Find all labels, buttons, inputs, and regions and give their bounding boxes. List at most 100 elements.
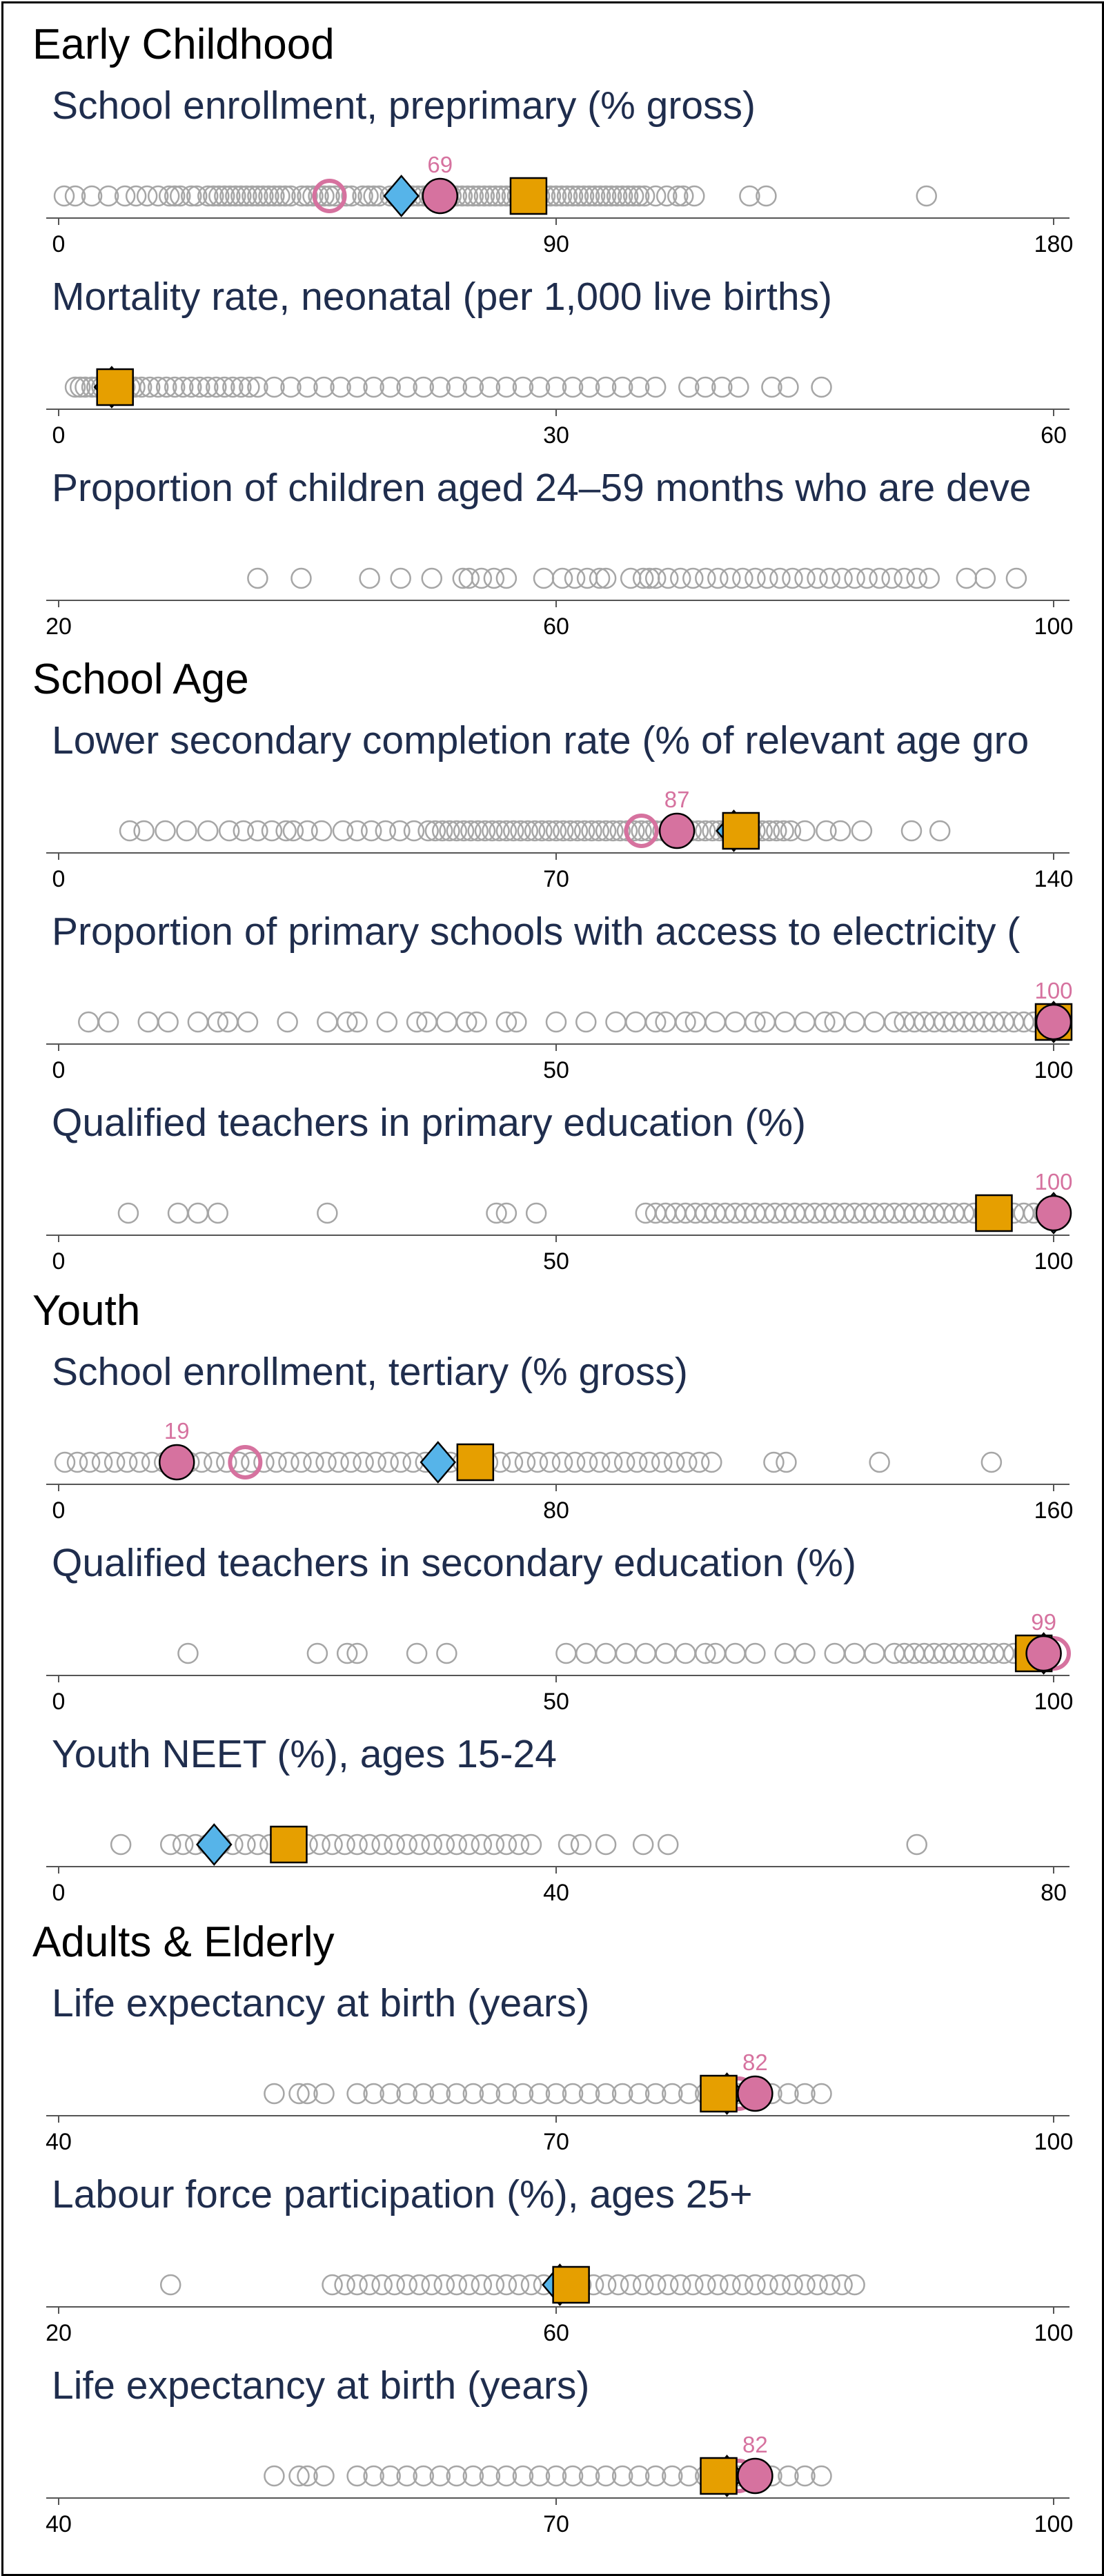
country-point	[159, 1833, 181, 1856]
country-point	[906, 567, 927, 589]
country-point	[720, 567, 741, 589]
country-point	[396, 1833, 417, 1856]
country-point	[628, 185, 650, 207]
country-point	[778, 2083, 799, 2105]
country-point	[711, 376, 733, 398]
country-point	[471, 1833, 493, 1856]
country-point	[678, 2083, 700, 2105]
country-point	[181, 185, 202, 207]
country-point	[237, 1011, 259, 1033]
country-marker	[1035, 1003, 1072, 1041]
country-point	[644, 567, 667, 589]
country-point	[794, 2274, 816, 2296]
country-point	[739, 185, 760, 207]
country-point	[916, 185, 937, 207]
country-point	[670, 567, 691, 589]
country-point	[390, 1451, 411, 1473]
country-point	[247, 820, 268, 842]
country-point	[508, 1833, 530, 1856]
country-point	[644, 185, 667, 207]
country-point	[239, 376, 260, 398]
country-marker	[658, 812, 696, 849]
country-point	[495, 1833, 518, 1856]
country-point	[663, 1451, 685, 1473]
indicator-panel: Mortality rate, neonatal (per 1,000 live…	[46, 275, 1070, 449]
country-point	[564, 1451, 586, 1473]
country-point	[446, 1833, 468, 1856]
country-point	[774, 1642, 796, 1664]
country-point	[133, 820, 155, 842]
x-tick-label: 100	[1034, 2129, 1074, 2155]
country-point	[745, 1011, 766, 1033]
country-point	[695, 376, 716, 398]
country-marker	[422, 177, 459, 215]
country-point	[462, 2083, 484, 2105]
country-point	[611, 2083, 633, 2105]
country-point	[545, 2083, 567, 2105]
country-point	[334, 1833, 355, 1856]
country-point	[282, 820, 304, 842]
country-point	[313, 2465, 335, 2487]
x-tick-label: 50	[543, 1057, 569, 1083]
country-point	[631, 820, 652, 842]
country-point	[816, 820, 837, 842]
country-previous-marker	[624, 814, 659, 848]
country-point	[462, 2465, 484, 2487]
country-point	[413, 2083, 434, 2105]
country-point	[147, 185, 169, 207]
x-tick-label: 40	[543, 1880, 569, 1906]
country-point	[340, 1451, 362, 1473]
country-point	[638, 1451, 660, 1473]
country-point	[136, 185, 158, 207]
country-point	[352, 185, 373, 207]
country-point	[595, 567, 617, 589]
country-point	[495, 820, 518, 842]
country-point	[495, 2083, 518, 2105]
indicator-panel: Youth NEET (%), ages 15-24 0 40 80	[46, 1732, 1070, 1906]
country-point	[844, 1011, 865, 1033]
indicator-title: Life expectancy at birth (years)	[52, 1981, 589, 2025]
country-point	[147, 376, 169, 398]
x-tick-label: 70	[543, 2129, 569, 2155]
country-point	[297, 820, 318, 842]
country-point	[103, 1451, 126, 1473]
country-point	[525, 1202, 547, 1224]
country-point	[581, 820, 602, 842]
country-point	[615, 1642, 637, 1664]
income-group-marker	[456, 1443, 495, 1482]
country-point	[264, 2083, 285, 2105]
country-point	[125, 185, 147, 207]
country-point	[288, 2465, 310, 2487]
country-point	[675, 1642, 696, 1664]
country-value-label: 100	[1034, 1169, 1072, 1194]
country-point	[514, 1451, 536, 1473]
country-point	[363, 2465, 384, 2487]
country-point	[159, 2274, 181, 2296]
country-point	[429, 376, 451, 398]
country-point	[117, 1202, 139, 1224]
country-point	[678, 376, 700, 398]
country-point	[222, 376, 244, 398]
country-point	[633, 185, 656, 207]
country-value-label: 82	[742, 2049, 768, 2075]
country-point	[186, 185, 208, 207]
country-point	[782, 2274, 803, 2296]
country-point	[328, 1451, 349, 1473]
country-point	[290, 1451, 312, 1473]
indicator-panel: Proportion of primary schools with acces…	[46, 910, 1073, 1083]
country-point	[769, 2274, 791, 2296]
country-point	[570, 1833, 592, 1856]
indicator-title: School enrollment, tertiary (% gross)	[52, 1350, 688, 1394]
country-point	[704, 1011, 726, 1033]
country-point	[264, 2465, 285, 2487]
country-point	[512, 2465, 534, 2487]
income-group-marker	[700, 2457, 738, 2495]
country-point	[346, 376, 368, 398]
country-point	[632, 2274, 654, 2296]
country-point	[605, 1011, 627, 1033]
x-tick-label: 70	[543, 866, 569, 892]
country-point	[757, 567, 778, 589]
country-point	[661, 2465, 683, 2487]
country-point	[275, 185, 296, 207]
country-point	[864, 1011, 885, 1033]
